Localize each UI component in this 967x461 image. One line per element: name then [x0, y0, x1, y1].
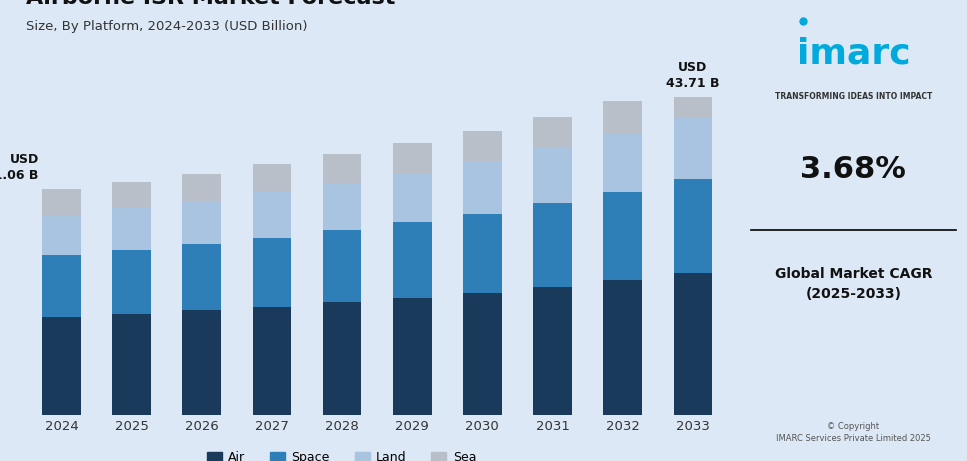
Bar	[252, 164, 291, 192]
Bar	[43, 189, 80, 215]
Bar	[674, 179, 712, 273]
Bar	[323, 302, 362, 415]
Bar	[43, 215, 80, 255]
Bar	[674, 117, 712, 179]
Bar	[463, 213, 502, 293]
Bar	[393, 222, 431, 298]
Bar	[323, 183, 362, 230]
Text: Airborne ISR Market Forecast: Airborne ISR Market Forecast	[26, 0, 396, 8]
Bar	[603, 101, 642, 134]
Bar	[323, 154, 362, 183]
Bar	[393, 143, 431, 173]
Text: USD
31.06 B: USD 31.06 B	[0, 153, 39, 182]
Bar	[183, 310, 221, 415]
Text: © Copyright
IMARC Services Private Limited 2025: © Copyright IMARC Services Private Limit…	[776, 422, 931, 443]
Bar	[463, 161, 502, 213]
Bar	[112, 182, 151, 208]
Bar	[323, 230, 362, 302]
Bar	[112, 250, 151, 314]
Bar	[674, 273, 712, 415]
Text: Size, By Platform, 2024-2033 (USD Billion): Size, By Platform, 2024-2033 (USD Billio…	[26, 20, 308, 33]
Bar	[603, 280, 642, 415]
Bar	[533, 203, 571, 287]
Text: USD
43.71 B: USD 43.71 B	[666, 61, 719, 90]
Bar	[252, 237, 291, 307]
Bar	[603, 192, 642, 280]
Bar	[603, 134, 642, 192]
Bar	[393, 173, 431, 222]
Bar	[183, 201, 221, 244]
Bar	[252, 192, 291, 237]
Bar	[252, 307, 291, 415]
Text: 3.68%: 3.68%	[801, 155, 906, 184]
Bar	[112, 208, 151, 250]
Bar	[43, 255, 80, 317]
Bar	[533, 117, 571, 148]
Text: TRANSFORMING IDEAS INTO IMPACT: TRANSFORMING IDEAS INTO IMPACT	[775, 92, 932, 101]
Bar	[183, 174, 221, 201]
Bar	[112, 314, 151, 415]
Bar	[183, 244, 221, 310]
Text: Global Market CAGR
(2025-2033): Global Market CAGR (2025-2033)	[775, 267, 932, 301]
Bar	[463, 130, 502, 161]
Legend: Air, Space, Land, Sea: Air, Space, Land, Sea	[201, 446, 482, 461]
Bar	[533, 148, 571, 203]
Bar	[43, 317, 80, 415]
Bar	[463, 293, 502, 415]
Bar	[533, 287, 571, 415]
Bar	[674, 97, 712, 117]
Text: imarc: imarc	[797, 37, 910, 71]
Bar	[393, 298, 431, 415]
